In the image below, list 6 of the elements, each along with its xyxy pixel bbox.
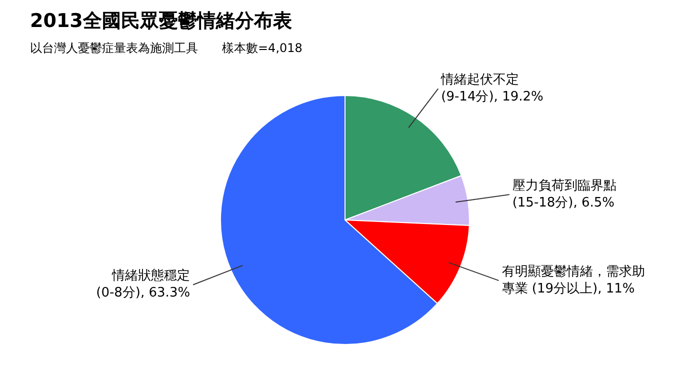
- slice-label: 情緒起伏不定 (9-14分), 19.2%: [440, 72, 544, 105]
- slice-label: 壓力負荷到臨界點(15-18分), 6.5%: [512, 178, 616, 210]
- chart-title: 2013全國民眾憂鬱情緒分布表: [30, 9, 292, 34]
- slice-label: 有明顯憂鬱情緒，需求助專業 (19分以上), 11%: [502, 264, 645, 296]
- slice-label: 情緒狀態穩定 (0-8分), 63.3%: [96, 268, 190, 301]
- chart-subtitle: 以台灣人憂鬱症量表為施測工具 樣本數=4,018: [30, 40, 302, 57]
